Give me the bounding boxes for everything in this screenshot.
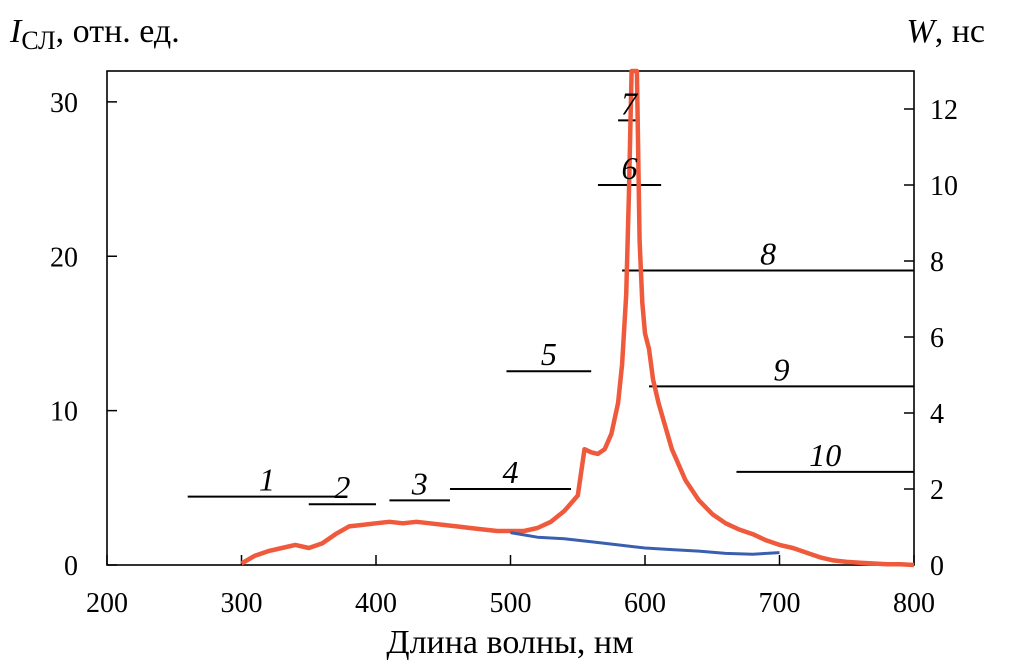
ticks [106,101,915,566]
left-axis-subscript: СЛ [21,26,55,55]
y2-tick-label: 8 [930,247,944,278]
x-tick-label: 300 [221,588,263,619]
y2-tick-label: 6 [930,323,944,354]
y2-tick-label: 0 [930,551,944,582]
segment-label-8: 8 [760,236,776,272]
left-axis-title: IСЛ, отн. ед. [9,13,180,55]
y2-tick-label: 2 [930,475,944,506]
series-line-1 [240,68,915,568]
y-tick-label: 10 [50,397,78,428]
y2-tick-label: 12 [930,95,958,126]
x-tick-label: 200 [86,588,128,619]
x-tick-label: 600 [624,588,666,619]
segment-label-6: 6 [622,150,638,186]
segments [187,119,914,506]
plot-frame [106,70,915,566]
right-axis-title: W, нс [906,13,985,50]
x-tick-label: 500 [490,588,532,619]
left-axis-symbol: I [9,13,23,50]
x-tick-label: 800 [893,588,935,619]
segment-label-2: 2 [334,469,350,505]
segment-label-5: 5 [541,336,557,372]
right-axis-unit: , нс [935,13,985,50]
series-line-2 [510,531,780,556]
y-tick-label: 30 [50,88,78,119]
x-tick-label: 700 [759,588,801,619]
y2-tick-label: 10 [930,171,958,202]
left-axis-unit: , отн. ед. [56,13,180,50]
segment-label-4: 4 [503,454,519,490]
y-tick-label: 0 [64,551,78,582]
x-tick-label: 400 [355,588,397,619]
segment-labels: 1 2 3 4 5 6 7 8 9 10 [259,85,841,505]
segment-label-10: 10 [809,437,841,473]
segment-label-3: 3 [411,465,428,501]
y-tick-label: 20 [50,242,78,273]
segment-label-1: 1 [259,462,275,498]
right-axis-symbol: W [906,13,937,50]
y2-tick-label: 4 [930,399,944,430]
segment-label-9: 9 [774,351,790,387]
series [240,68,915,568]
segment-label-7: 7 [621,85,639,121]
x-axis-title: Длина волны, нм [386,624,633,661]
